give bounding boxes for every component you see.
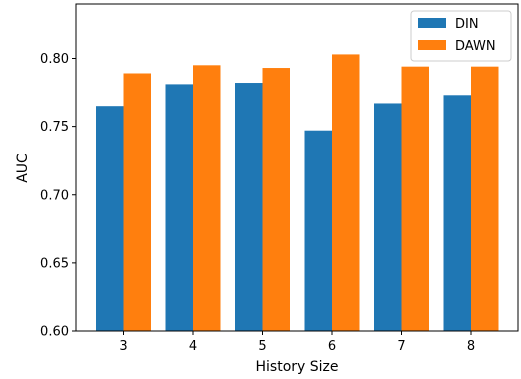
y-tick-label: 0.70 <box>40 188 69 203</box>
bar-dawn-5 <box>262 68 290 331</box>
legend-swatch-din <box>418 18 446 28</box>
bar-din-4 <box>165 84 193 331</box>
y-axis: 0.60 0.65 0.70 0.75 0.80 <box>40 52 76 340</box>
x-axis: 3 4 5 6 7 8 <box>119 331 475 354</box>
x-tick-label: 7 <box>397 339 405 354</box>
legend-swatch-dawn <box>418 40 446 50</box>
y-axis-label: AUC <box>15 153 31 183</box>
bar-din-3 <box>96 106 124 331</box>
y-tick-label: 0.75 <box>40 120 69 135</box>
y-tick-label: 0.60 <box>40 325 69 340</box>
bar-dawn-4 <box>193 65 221 331</box>
bar-dawn-8 <box>471 66 499 332</box>
bar-dawn-7 <box>401 66 429 332</box>
x-tick-label: 6 <box>328 339 336 354</box>
legend-label-dawn: DAWN <box>455 39 496 54</box>
bar-din-5 <box>235 83 263 332</box>
y-tick-label: 0.65 <box>40 256 69 271</box>
y-tick-label: 0.80 <box>40 52 69 67</box>
legend-label-din: DIN <box>455 17 479 32</box>
x-tick-label: 8 <box>467 339 475 354</box>
legend: DIN DAWN <box>410 10 512 62</box>
x-axis-label: History Size <box>256 359 339 375</box>
x-tick-label: 5 <box>258 339 266 354</box>
bar-din-8 <box>443 95 471 331</box>
bar-dawn-6 <box>332 54 360 331</box>
bars-group <box>96 54 499 332</box>
x-tick-label: 3 <box>119 339 127 354</box>
plot-frame <box>75 3 519 332</box>
bar-din-6 <box>304 130 332 331</box>
x-tick-label: 4 <box>189 339 197 354</box>
bar-dawn-3 <box>123 73 151 332</box>
bar-din-7 <box>374 103 402 332</box>
